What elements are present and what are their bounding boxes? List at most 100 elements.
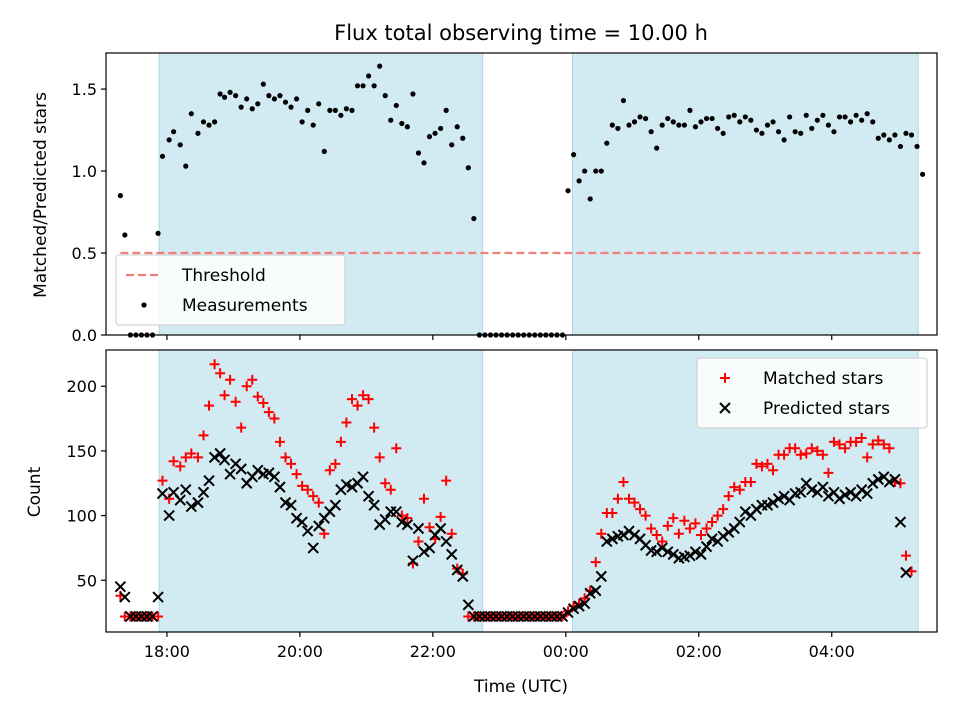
data-point [593,168,599,174]
data-point [801,448,812,459]
data-point [296,516,308,528]
data-point [748,117,754,123]
data-point [224,468,236,480]
data-point [609,122,615,128]
data-point [723,491,734,502]
data-point [695,548,707,561]
data-point [247,374,258,385]
data-point [255,101,261,107]
x-tick-label: 22:00 [410,642,456,661]
data-point [700,540,713,553]
data-point [701,523,712,534]
data-point [404,124,410,130]
data-point [792,129,798,135]
data-point [426,134,433,140]
data-point [739,505,752,518]
data-point [847,119,854,125]
data-point [729,482,740,493]
data-point [742,114,748,120]
data-point [870,119,876,125]
data-point [209,359,220,370]
data-point [768,465,779,476]
data-point [684,549,696,562]
data-point [833,493,846,505]
data-point [349,107,355,113]
data-point [556,610,569,623]
data-point [734,516,746,528]
data-point [864,111,870,117]
data-point [177,142,183,148]
data-point [163,509,175,522]
data-point [690,518,701,529]
data-point [895,478,906,489]
data-point [867,439,878,450]
data-point [180,483,192,496]
data-point [266,93,272,99]
data-point [186,448,197,459]
data-point [343,106,350,112]
data-point [745,476,756,487]
data-point [358,390,369,401]
legend-box [115,254,346,326]
data-point [573,600,585,612]
data-point [567,603,580,615]
data-point [831,129,837,135]
y-tick-label: 200 [66,377,97,396]
data-point [606,533,619,545]
data-point [217,91,223,97]
data-point [338,112,344,118]
data-point [282,99,289,105]
data-point [673,528,684,539]
data-point [321,148,327,154]
panel-count: 50 100 150 200 18:00 20:00 22:00 00:00 02:00 04:0… [66,349,938,661]
data-point [206,122,212,128]
data-point [286,458,297,469]
data-point [449,142,455,148]
data-point [717,530,729,542]
data-point [900,566,912,579]
data-point [354,83,361,89]
data-point [706,533,718,545]
legend-ratio: Threshold Measurements [115,254,346,326]
data-point [762,458,773,469]
data-point [410,91,416,97]
data-point [750,503,763,515]
data-point [617,529,630,541]
data-point [421,160,427,166]
data-point [153,611,164,622]
series-x-count [115,448,912,623]
y-axis-label-ratio: Matched/Predicted stars [31,92,51,298]
legend-swatch [719,402,731,414]
data-point [155,230,161,236]
data-point [856,432,867,443]
x-tick-label: 04:00 [809,642,855,661]
data-point [363,394,374,405]
data-point [185,500,198,513]
data-point [291,469,302,480]
data-point [197,486,210,499]
data-point [584,587,596,599]
data-point [260,81,266,87]
data-point [307,542,319,554]
y-tick-label: 100 [66,507,97,526]
data-point [809,125,815,132]
data-point [215,368,226,379]
data-point [252,464,264,477]
data-point [379,513,391,526]
data-point [795,486,807,499]
data-point [861,487,873,500]
data-point [230,396,241,407]
x-tick-label: 18:00 [144,642,190,661]
data-point [271,96,278,102]
data-point [170,129,177,135]
y-tick-label: 1.5 [72,80,97,99]
data-point [684,523,695,534]
data-point [279,496,292,509]
data-point [310,122,316,128]
data-point [249,106,255,112]
data-point [900,550,911,561]
data-point [293,96,300,102]
data-point [662,520,673,531]
shaded-interval-count-0 [158,349,484,633]
